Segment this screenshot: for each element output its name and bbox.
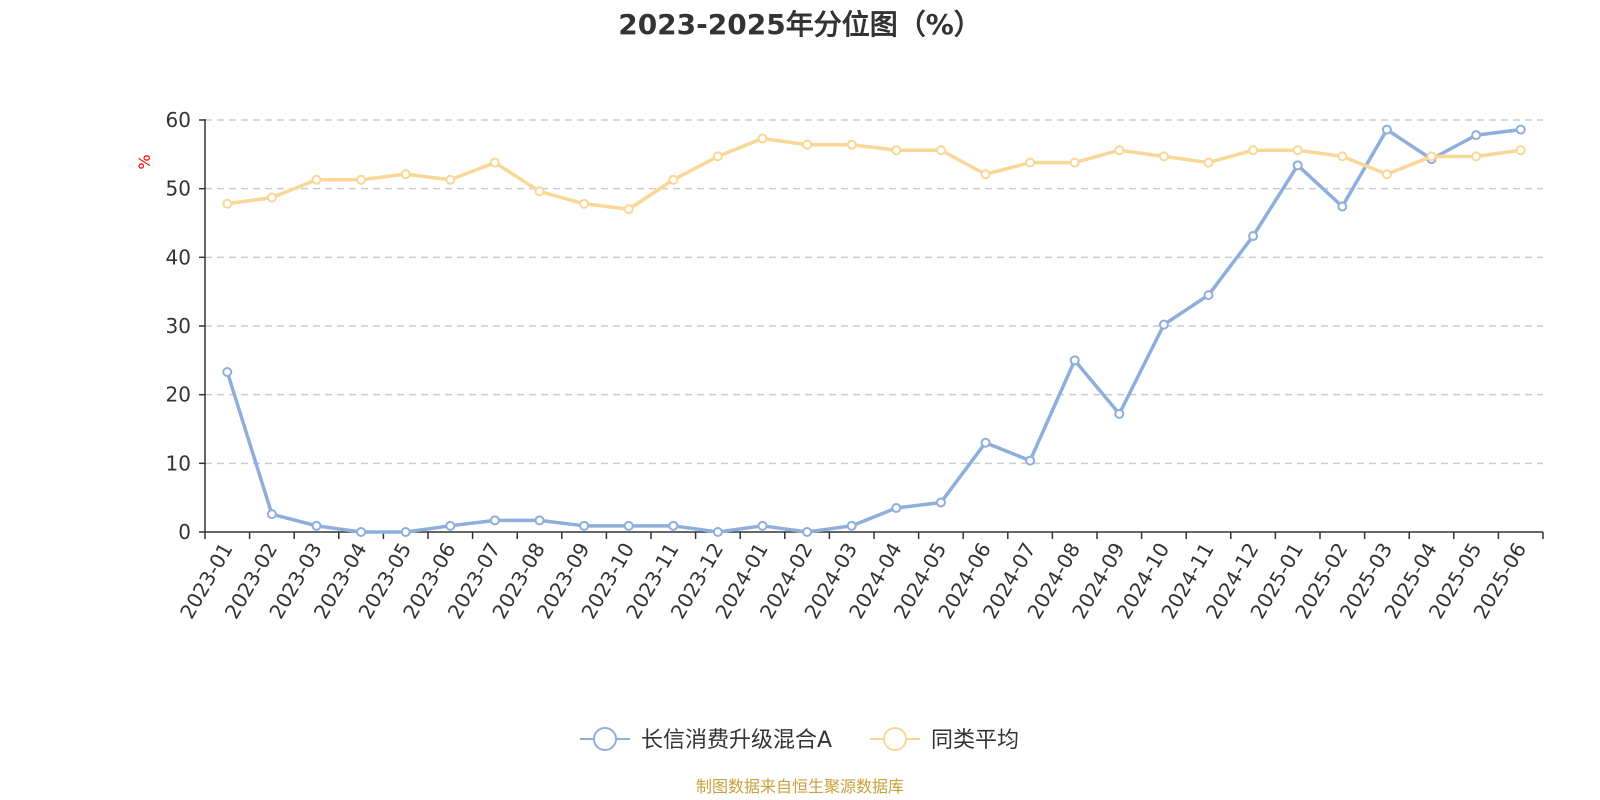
data-point: [1292, 160, 1303, 171]
data-point: [846, 139, 857, 150]
data-point: [266, 192, 277, 203]
data-point: [1114, 408, 1125, 419]
y-tick-label: 30: [166, 314, 191, 338]
data-point: [222, 198, 233, 209]
data-point: [891, 502, 902, 513]
data-point: [1203, 157, 1214, 168]
data-point: [623, 520, 634, 531]
data-point: [489, 515, 500, 526]
data-point: [1069, 157, 1080, 168]
data-point: [891, 145, 902, 156]
legend: 长信消费升级混合A 同类平均: [580, 727, 1019, 753]
data-point: [489, 157, 500, 168]
data-point: [356, 527, 367, 537]
y-axis-unit-label: %: [135, 154, 154, 169]
data-point: [1025, 157, 1036, 168]
data-point: [445, 174, 456, 185]
x-axis: 2023-012023-022023-032023-042023-052023-…: [175, 119, 1544, 623]
series-layer: [222, 124, 1526, 537]
legend-marker: [593, 727, 617, 751]
data-point: [534, 186, 545, 197]
data-point: [400, 527, 411, 537]
data-point: [445, 520, 456, 531]
series-line: [227, 136, 1521, 212]
data-point: [935, 497, 946, 508]
data-point: [712, 151, 723, 162]
data-point: [311, 520, 322, 531]
data-point: [1337, 201, 1348, 212]
data-point: [1158, 319, 1169, 330]
data-source-note: 制图数据来自恒生聚源数据库: [696, 777, 904, 796]
series-0: [222, 124, 1526, 537]
data-point: [266, 509, 277, 520]
data-point: [668, 174, 679, 185]
legend-label: 同类平均: [931, 728, 1019, 753]
data-point: [802, 139, 813, 150]
data-point: [980, 169, 991, 180]
legend-label: 长信消费升级混合A: [641, 728, 832, 753]
data-point: [668, 520, 679, 531]
data-point: [1337, 151, 1348, 162]
data-point: [534, 515, 545, 526]
y-tick-label: 40: [166, 245, 191, 269]
grid-lines: [205, 119, 1543, 465]
series-1: [222, 133, 1526, 215]
data-point: [1069, 355, 1080, 366]
data-point: [1248, 231, 1259, 242]
data-point: [846, 520, 857, 531]
y-tick-label: 50: [166, 177, 191, 201]
y-tick-label: 10: [166, 451, 191, 475]
data-point: [1515, 124, 1526, 135]
data-point: [400, 169, 411, 180]
data-point: [980, 437, 991, 448]
data-point: [579, 198, 590, 209]
data-point: [356, 174, 367, 185]
data-point: [1471, 130, 1482, 141]
data-point: [1381, 169, 1392, 180]
y-tick-label: 20: [166, 383, 191, 407]
y-tick-label: 60: [166, 108, 191, 132]
data-point: [1515, 145, 1526, 156]
data-point: [1381, 124, 1392, 135]
data-point: [757, 520, 768, 531]
data-point: [1248, 145, 1259, 156]
legend-item[interactable]: 长信消费升级混合A: [580, 727, 832, 753]
data-point: [757, 133, 768, 144]
series-line: [225, 127, 1521, 534]
data-point: [712, 527, 723, 537]
y-tick-label: 0: [178, 520, 191, 544]
y-axis-ticks: 0 10 20 30 40 50 60: [166, 108, 205, 544]
data-point: [1203, 290, 1214, 301]
data-point: [623, 204, 634, 215]
legend-item[interactable]: 同类平均: [870, 727, 1019, 753]
data-point: [802, 527, 813, 537]
data-point: [1158, 151, 1169, 162]
data-point: [1471, 151, 1482, 162]
chart-title: 2023-2025年分位图（%）: [618, 8, 982, 41]
data-point: [222, 367, 233, 378]
data-point: [579, 520, 590, 531]
data-point: [1025, 455, 1036, 466]
data-point: [311, 174, 322, 185]
legend-marker: [883, 727, 907, 751]
data-point: [935, 145, 946, 156]
data-point: [1114, 145, 1125, 156]
data-point: [1292, 145, 1303, 156]
data-point: [1426, 151, 1437, 162]
